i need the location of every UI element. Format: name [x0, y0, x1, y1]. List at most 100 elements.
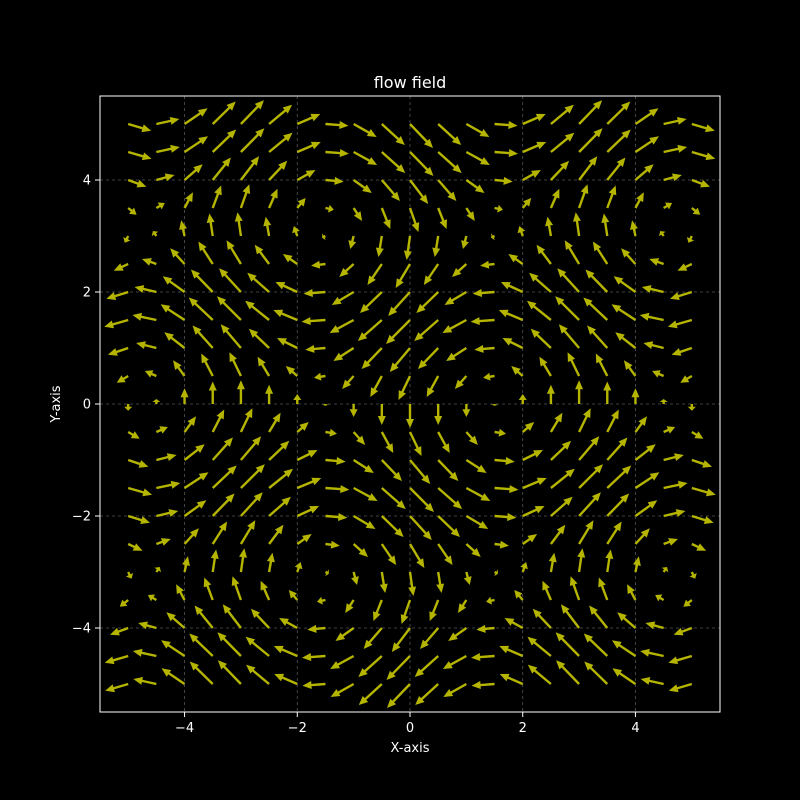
quiver-arrow [643, 341, 664, 350]
quiver-arrow [296, 170, 316, 182]
quiver-arrow [691, 514, 714, 524]
quiver-arrow [461, 235, 469, 249]
quiver-arrow [437, 431, 450, 454]
quiver-arrow [263, 216, 272, 237]
quiver-arrow [380, 459, 403, 482]
quiver-arrow [615, 332, 637, 349]
quiver-arrow [398, 375, 412, 400]
quiver-arrow [606, 493, 630, 517]
quiver-arrow [268, 524, 284, 545]
quiver-arrow [379, 571, 388, 594]
quiver-arrow [134, 285, 157, 294]
quiver-arrow [222, 604, 242, 629]
quiver-arrow [549, 412, 563, 433]
quiver-arrow [585, 269, 609, 293]
quiver-arrow [370, 375, 383, 398]
quiver-arrow [645, 621, 664, 630]
quiver-arrow [601, 213, 610, 237]
quiver-arrow [689, 571, 697, 579]
quiver-arrow [472, 289, 495, 297]
quiver-arrow [494, 428, 507, 437]
y-tick-label: −4 [72, 622, 91, 637]
quiver-arrow [395, 263, 412, 288]
quiver-arrow [211, 465, 237, 489]
quiver-arrow [494, 149, 519, 158]
quiver-arrow [465, 514, 489, 529]
quiver-arrow [550, 132, 575, 153]
quiver-arrow [663, 453, 684, 462]
quiver-arrow [687, 404, 696, 411]
quiver-arrow [408, 571, 417, 596]
quiver-arrow [239, 184, 251, 209]
quiver-arrow [254, 244, 271, 265]
quiver-arrow [296, 506, 320, 518]
quiver-arrow [634, 528, 650, 545]
quiver-arrow [426, 375, 440, 398]
quiver-arrow [691, 486, 716, 497]
quiver-arrow [236, 380, 245, 404]
quiver-arrow [415, 683, 439, 706]
quiver-arrow [603, 381, 612, 404]
quiver-arrow [127, 178, 147, 188]
quiver-arrow [380, 431, 394, 454]
quiver-arrow [388, 291, 411, 316]
quiver-arrow [240, 464, 265, 489]
quiver-arrow [634, 108, 659, 125]
quiver-arrow [325, 485, 350, 494]
quiver-arrow [206, 213, 215, 237]
quiver-arrow [573, 212, 581, 237]
quiver-arrow [494, 204, 503, 213]
quiver-arrow [465, 122, 490, 137]
quiver-arrow [532, 608, 552, 629]
quiver-arrow [274, 673, 298, 686]
quiver-arrow [530, 328, 552, 349]
quiver-arrow [631, 388, 640, 404]
quiver-arrow [155, 202, 165, 210]
tick-layer: −4 −2 0 2 4 −4 −2 0 2 4 [72, 174, 640, 737]
x-tick-label: −4 [175, 721, 194, 736]
quiver-arrow [406, 404, 414, 428]
quiver-arrow [189, 633, 214, 657]
y-tick-label: 2 [83, 286, 91, 301]
quiver-arrow [522, 113, 546, 126]
quiver-arrow [296, 534, 312, 545]
quiver-arrow [156, 509, 179, 518]
quiver-arrow [606, 185, 617, 209]
quiver-arrow [667, 318, 693, 329]
quiver-arrow [161, 668, 186, 685]
quiver-arrow [606, 465, 632, 489]
quiver-arrow [465, 207, 475, 221]
quiver-arrow [192, 325, 214, 349]
quiver-arrow [448, 627, 468, 641]
quiver-arrow [348, 235, 357, 249]
quiver-arrow [437, 515, 460, 538]
quiver-arrow [621, 248, 637, 265]
quiver-arrow [268, 160, 288, 181]
quiver-arrow [325, 149, 349, 158]
quiver-arrow [147, 594, 157, 602]
quiver-arrow [522, 477, 547, 490]
quiver-arrow [358, 655, 383, 678]
quiver-arrow [483, 372, 495, 381]
quiver-arrow [539, 356, 552, 377]
quiver-arrow [257, 356, 271, 377]
quiver-arrow [375, 235, 384, 258]
x-tick-label: 2 [519, 721, 527, 736]
quiver-arrow [381, 151, 406, 174]
quiver-arrow [216, 296, 242, 321]
quiver-arrow [325, 428, 337, 437]
quiver-arrow [335, 627, 355, 641]
quiver-arrow [499, 673, 524, 686]
quiver-arrow [164, 332, 186, 349]
quiver-arrow [127, 207, 137, 215]
quiver-arrow [268, 440, 290, 461]
quiver-arrow [247, 272, 270, 293]
quiver-arrow [436, 571, 445, 594]
quiver-arrow [307, 624, 326, 633]
quiver-arrow [330, 654, 355, 669]
quiver-arrow [239, 548, 247, 573]
arrow-layer [104, 100, 716, 708]
quiver-arrow [239, 156, 260, 181]
quiver-arrow [677, 262, 693, 271]
quiver-arrow [234, 212, 243, 237]
